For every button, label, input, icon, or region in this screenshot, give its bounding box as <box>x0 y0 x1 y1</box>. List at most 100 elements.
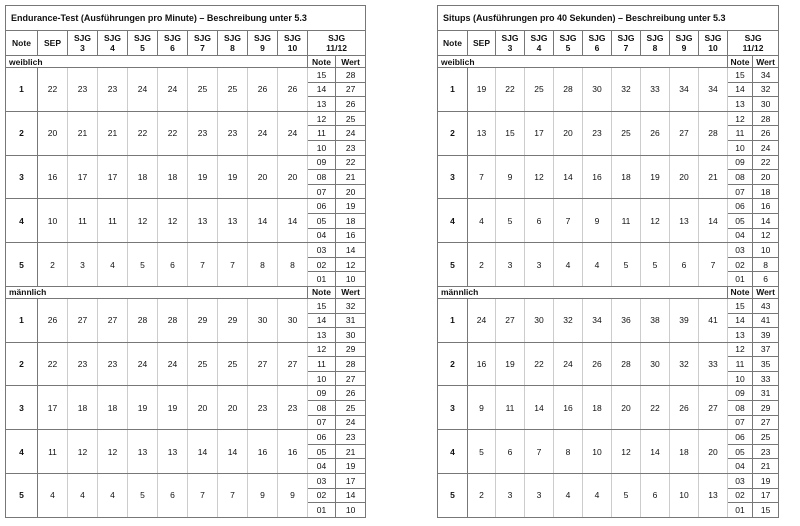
value-cell: 6 <box>157 242 188 287</box>
value-cell: 17 <box>524 110 554 156</box>
value-cell: 16 <box>553 385 583 431</box>
table-row: Endurance-Test (Ausführungen pro Minute)… <box>4 5 367 31</box>
value-cell: 24 <box>127 67 158 112</box>
value-cell: 12 <box>157 198 188 244</box>
grade: 4 <box>5 198 38 244</box>
sub-header: Wert <box>751 55 780 68</box>
value-cell: 36 <box>611 297 641 343</box>
grade: 2 <box>5 110 38 156</box>
value-cell: 30 <box>524 297 554 343</box>
value-cell: 32 <box>669 341 699 387</box>
value-cell: 7 <box>467 154 496 200</box>
table-row: 1 24 27 30 32 34 36 38 39 41 15 43 <box>437 297 780 343</box>
sub-note: 13 <box>307 327 336 343</box>
sub-value: 27 <box>334 370 367 387</box>
grade: 5 <box>437 473 468 518</box>
value-cell: 4 <box>553 242 583 287</box>
sub-note: 05 <box>727 443 753 460</box>
value-cell: 9 <box>277 473 308 518</box>
value-cell: 20 <box>553 110 583 156</box>
value-cell: 20 <box>37 110 68 156</box>
grade: 1 <box>5 67 38 112</box>
value-cell: 15 <box>495 110 525 156</box>
value-cell: 27 <box>669 110 699 156</box>
sub-note: 13 <box>727 327 753 343</box>
sub-note: 12 <box>307 341 336 358</box>
value-cell: 12 <box>524 154 554 200</box>
value-cell: 17 <box>97 154 128 200</box>
sub-value: 16 <box>334 227 367 244</box>
sub-note: 09 <box>727 154 753 171</box>
table-row: 13 26 <box>6 96 367 112</box>
value-cell: 29 <box>217 297 248 343</box>
table-title: Endurance-Test (Ausführungen pro Minute)… <box>4 5 367 31</box>
sub-value: 22 <box>751 154 780 171</box>
grade: 3 <box>437 385 468 431</box>
value-cell: 28 <box>157 297 188 343</box>
value-cell: 24 <box>157 67 188 112</box>
table-row: 1 19 22 25 28 30 32 33 34 34 15 34 <box>437 67 780 112</box>
value-cell: 18 <box>127 154 158 200</box>
column-header: SJG 7 <box>611 30 641 56</box>
sub-value: 19 <box>334 198 367 214</box>
sub-value: 24 <box>334 414 367 431</box>
sub-value: 14 <box>334 242 367 258</box>
value-cell: 2 <box>467 242 496 287</box>
sub-value: 21 <box>751 458 780 475</box>
sub-note: 05 <box>307 212 336 229</box>
sub-value: 24 <box>751 139 780 156</box>
value-cell: 3 <box>67 242 98 287</box>
value-cell: 26 <box>37 297 68 343</box>
sub-header: Wert <box>334 285 367 299</box>
value-cell: 24 <box>157 341 188 387</box>
table-row: 13 39 <box>438 327 780 343</box>
value-cell: 28 <box>127 297 158 343</box>
value-cell: 27 <box>247 341 278 387</box>
value-cell: 5 <box>640 242 670 287</box>
value-cell: 7 <box>524 429 554 475</box>
value-cell: 32 <box>553 297 583 343</box>
sub-note: 04 <box>727 227 753 244</box>
sub-value: 25 <box>751 429 780 445</box>
value-cell: 12 <box>97 429 128 475</box>
grade: 1 <box>437 297 468 343</box>
table-row: 3 17 18 18 19 19 20 20 23 23 09 26 <box>5 385 367 431</box>
table-row: 2 16 19 22 24 26 28 30 32 33 12 37 <box>437 341 780 387</box>
table-row: 10 33 <box>438 370 780 387</box>
value-cell: 5 <box>495 198 525 244</box>
value-cell: 14 <box>247 198 278 244</box>
column-header: SJG 3 <box>67 30 98 56</box>
sub-note: 01 <box>307 271 336 287</box>
value-cell: 6 <box>495 429 525 475</box>
sub-value: 8 <box>751 256 780 273</box>
value-cell: 10 <box>37 198 68 244</box>
grade: 5 <box>5 242 38 287</box>
sub-value: 18 <box>751 183 780 200</box>
value-cell: 4 <box>467 198 496 244</box>
value-cell: 30 <box>582 67 612 112</box>
value-cell: 12 <box>67 429 98 475</box>
sub-value: 43 <box>751 297 780 314</box>
grade: 4 <box>437 198 468 244</box>
table-row: 1 26 27 27 28 28 29 29 30 30 15 32 <box>5 297 367 343</box>
value-cell: 25 <box>217 341 248 387</box>
value-cell: 6 <box>640 473 670 518</box>
value-cell: 25 <box>524 67 554 112</box>
table-row: weiblich Note Wert <box>5 55 367 68</box>
sub-header: Wert <box>751 285 780 299</box>
value-cell: 14 <box>217 429 248 475</box>
table-row: 04 21 <box>438 458 780 475</box>
value-cell: 7 <box>187 473 218 518</box>
table-row: 02 14 <box>6 487 367 504</box>
value-cell: 10 <box>669 473 699 518</box>
sub-value: 32 <box>751 81 780 98</box>
sub-note: 03 <box>727 473 753 489</box>
table-row: 08 21 <box>6 169 367 185</box>
sub-value: 32 <box>334 297 367 314</box>
sub-note: 07 <box>727 183 753 200</box>
sub-value: 30 <box>751 96 780 112</box>
sub-value: 28 <box>334 67 367 83</box>
table-row: 14 41 <box>438 312 780 329</box>
value-cell: 11 <box>495 385 525 431</box>
column-header: SJG 8 <box>640 30 670 56</box>
